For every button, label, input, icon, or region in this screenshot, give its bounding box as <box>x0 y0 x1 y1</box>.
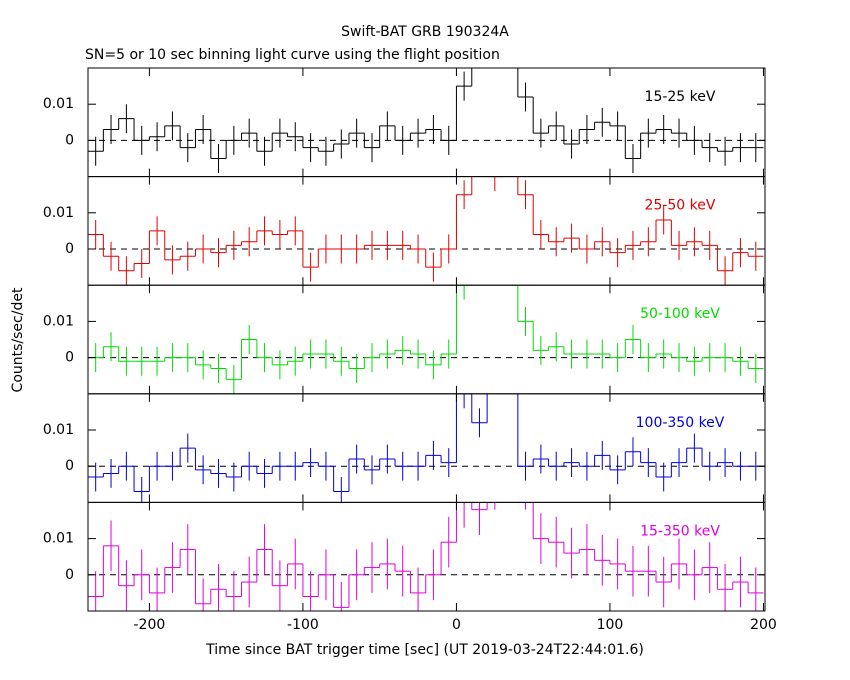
x-tick-label: 100 <box>597 617 624 633</box>
y-axis-label: Counts/sec/det <box>10 287 26 392</box>
y-tick-label: 0.01 <box>43 531 74 547</box>
x-tick-label: -100 <box>287 617 319 633</box>
y-tick-label: 0 <box>65 458 74 474</box>
x-tick-label: 200 <box>750 617 777 633</box>
panel-plot <box>88 502 765 611</box>
legend-label: 50-100 keV <box>640 306 720 322</box>
y-tick-label: 0 <box>65 132 74 148</box>
chart-subtitle: SN=5 or 10 sec binning light curve using… <box>85 47 500 63</box>
panel-plot <box>88 176 765 286</box>
y-tick-label: 0.01 <box>43 422 74 438</box>
y-tick-label: 0 <box>65 567 74 583</box>
panel-plot <box>88 393 765 503</box>
panel-frame <box>87 501 766 612</box>
chart-title: Swift-BAT GRB 190324A <box>341 24 509 40</box>
x-tick-label: 0 <box>452 617 461 633</box>
legend-label: 15-350 keV <box>640 523 720 539</box>
legend-label: 25-50 keV <box>645 198 716 214</box>
y-tick-label: 0.01 <box>43 205 74 221</box>
y-tick-label: 0 <box>65 241 74 257</box>
panel-plot <box>88 68 765 173</box>
y-tick-label: 0.01 <box>43 313 74 329</box>
x-axis-label: Time since BAT trigger time [sec] (UT 20… <box>205 642 644 658</box>
x-tick-label: -200 <box>134 617 166 633</box>
y-tick-label: 0.01 <box>43 96 74 112</box>
legend-label: 15-25 keV <box>645 89 716 105</box>
legend-label: 100-350 keV <box>636 415 725 431</box>
y-tick-label: 0 <box>65 350 74 366</box>
